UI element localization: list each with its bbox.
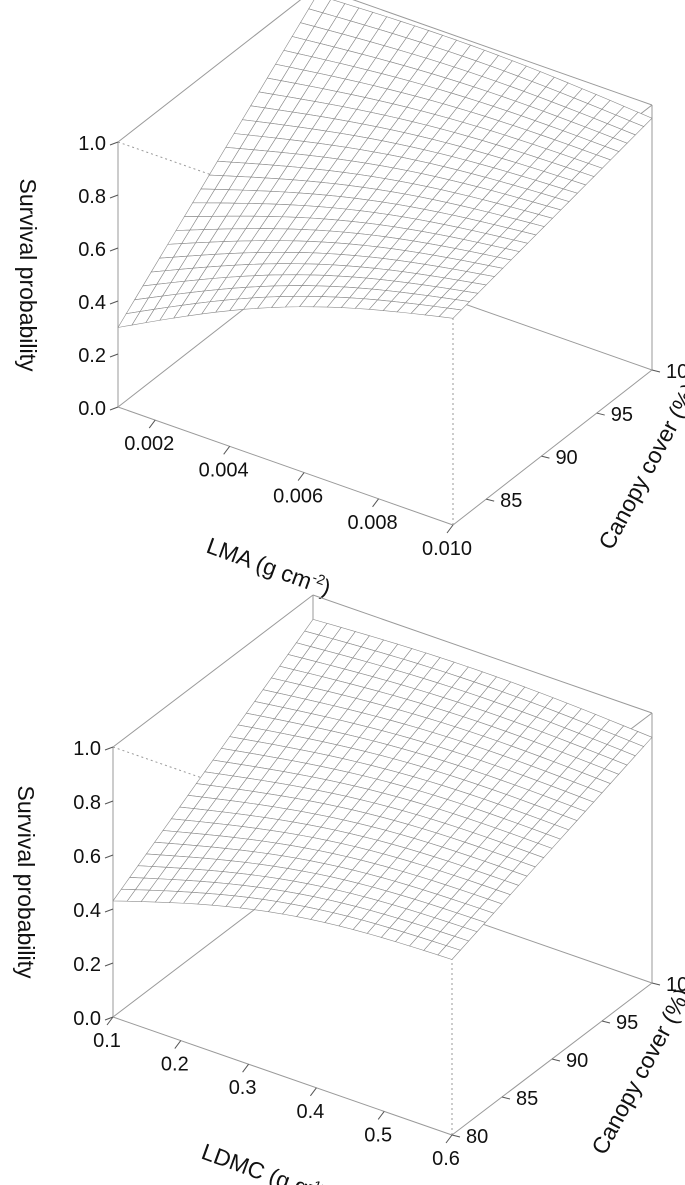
x-tick-label: 0.4 bbox=[296, 1101, 324, 1123]
z-tick-label: 0.4 bbox=[78, 292, 106, 314]
z-tick-label: 0.4 bbox=[73, 900, 101, 922]
x-tick-label: 0.5 bbox=[364, 1124, 392, 1146]
y-tick-label: 80 bbox=[466, 1126, 488, 1148]
x-tick-label: 0.2 bbox=[161, 1054, 189, 1076]
x-tick-label: 0.6 bbox=[432, 1148, 460, 1170]
z-tick-label: 0.6 bbox=[73, 846, 101, 868]
y-axis-ticks: 80 85 90 95 100 bbox=[451, 974, 685, 1148]
y-tick-mark bbox=[451, 1134, 461, 1138]
y-tick-label: 95 bbox=[616, 1012, 638, 1034]
x-tick-mark bbox=[372, 498, 379, 508]
x-tick-label: 0.008 bbox=[348, 512, 398, 534]
z-tick-mark bbox=[104, 746, 114, 751]
z-tick-mark bbox=[109, 353, 119, 358]
z-tick-mark bbox=[109, 247, 119, 252]
z-tick-label: 0.0 bbox=[73, 1008, 101, 1030]
z-tick-label: 0.6 bbox=[78, 239, 106, 261]
x-axis-ticks: 0.1 0.2 0.3 0.4 0.5 0.6 bbox=[93, 1016, 460, 1170]
z-tick-label: 0.2 bbox=[78, 345, 106, 367]
box-edge-top-back bbox=[352, 0, 653, 106]
x-axis-title-sup: -1 bbox=[307, 1175, 324, 1185]
z-axis-ticks: 0.0 0.2 0.4 0.6 0.8 1.0 bbox=[73, 738, 114, 1030]
y-tick-label: 95 bbox=[611, 404, 633, 426]
y-tick-label: 100 bbox=[666, 361, 685, 383]
x-tick-mark bbox=[309, 1087, 317, 1097]
x-axis-title-main: LDMC (g g bbox=[198, 1138, 311, 1185]
z-tick-mark bbox=[109, 141, 119, 146]
z-tick-mark bbox=[104, 962, 114, 967]
z-tick-label: 1.0 bbox=[78, 133, 106, 155]
x-tick-mark bbox=[445, 1134, 453, 1144]
z-tick-mark bbox=[109, 406, 119, 411]
z-tick-mark bbox=[104, 854, 114, 859]
x-tick-mark bbox=[377, 1111, 385, 1120]
z-axis-title: Survival probability bbox=[15, 178, 41, 372]
z-tick-label: 0.2 bbox=[73, 954, 101, 976]
x-tick-mark bbox=[297, 472, 305, 481]
box-edge-top-left bbox=[112, 594, 314, 748]
y-tick-mark bbox=[651, 369, 661, 373]
z-tick-mark bbox=[109, 194, 119, 199]
z-axis-ticks: 0.0 0.2 0.4 0.6 0.8 1.0 bbox=[78, 133, 119, 420]
box-edge-top-left bbox=[117, 0, 302, 143]
surface-mesh bbox=[112, 618, 653, 960]
x-tick-label: 0.1 bbox=[93, 1030, 121, 1052]
y-tick-mark bbox=[596, 412, 605, 416]
y-tick-mark bbox=[651, 982, 661, 986]
x-axis-ticks: 0.002 0.004 0.006 0.008 0.010 bbox=[124, 419, 472, 560]
z-tick-label: 0.8 bbox=[73, 792, 101, 814]
x-tick-mark bbox=[106, 1016, 114, 1026]
x-axis-title-sup: -2 bbox=[310, 569, 327, 588]
y-tick-label: 85 bbox=[500, 490, 522, 512]
box-edge-front-x bbox=[117, 406, 454, 526]
surface-cell bbox=[438, 307, 462, 319]
box-edge-front-x bbox=[112, 1016, 453, 1136]
surface-mesh bbox=[117, 0, 653, 328]
z-tick-label: 1.0 bbox=[73, 738, 101, 760]
z-axis-title: Survival probability bbox=[13, 785, 39, 979]
x-tick-mark bbox=[242, 1063, 250, 1073]
x-tick-mark bbox=[148, 419, 156, 429]
x-tick-label: 0.3 bbox=[229, 1077, 257, 1099]
y-axis-title: Canopy cover (%) bbox=[586, 984, 685, 1159]
z-tick-label: 0.0 bbox=[78, 398, 106, 420]
x-tick-mark bbox=[446, 524, 454, 534]
y-tick-mark bbox=[486, 498, 495, 502]
x-axis-title: LDMC (g g-1) bbox=[198, 1137, 331, 1185]
y-axis-ticks: 85 90 95 100 bbox=[486, 361, 685, 512]
ldmc-surface-panel: 0.0 0.2 0.4 0.6 0.8 1.0 0.1 0.2 0.3 0.4 0.5 0.6 80 85… bbox=[13, 594, 685, 1185]
x-tick-mark bbox=[174, 1040, 182, 1049]
x-tick-label: 0.002 bbox=[124, 433, 174, 455]
lma-surface-panel: 0.00.20.40.60.81.00.0020.0040.0060.0080.… bbox=[15, 0, 685, 601]
x-axis-title: LMA (g cm-2) bbox=[203, 531, 334, 601]
y-tick-mark bbox=[551, 1058, 561, 1062]
y-tick-label: 90 bbox=[566, 1050, 588, 1072]
y-tick-mark bbox=[601, 1020, 611, 1024]
z-tick-mark bbox=[104, 908, 114, 913]
x-axis-title-end: ) bbox=[314, 1181, 330, 1185]
x-axis-title-main: LMA (g cm bbox=[203, 532, 315, 594]
x-tick-label: 0.006 bbox=[273, 486, 323, 508]
x-tick-mark bbox=[223, 446, 231, 455]
x-tick-label: 0.010 bbox=[422, 538, 472, 560]
y-tick-label: 85 bbox=[516, 1088, 538, 1110]
y-tick-mark bbox=[541, 455, 550, 459]
z-tick-mark bbox=[109, 300, 119, 305]
surface-cell bbox=[437, 945, 461, 960]
z-tick-mark bbox=[104, 1016, 114, 1021]
y-tick-mark bbox=[501, 1096, 511, 1100]
y-tick-label: 90 bbox=[555, 447, 577, 469]
x-tick-label: 0.004 bbox=[199, 459, 249, 481]
z-tick-label: 0.8 bbox=[78, 186, 106, 208]
z-tick-mark bbox=[104, 800, 114, 805]
y-tick-label: 100 bbox=[666, 974, 685, 996]
box-edge-top-back bbox=[312, 594, 653, 714]
